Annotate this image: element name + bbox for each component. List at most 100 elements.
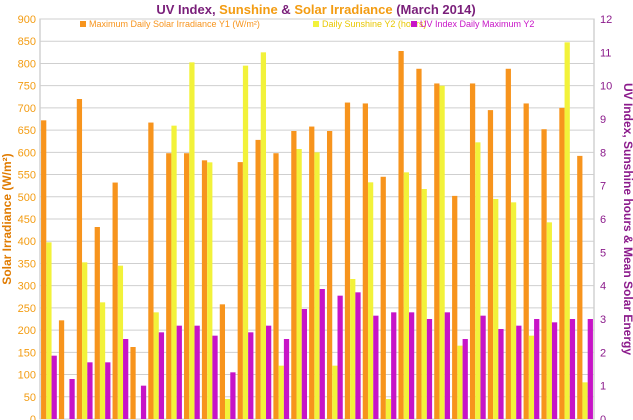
- bar: [398, 51, 404, 419]
- bar: [505, 68, 511, 420]
- legend-swatch: [411, 21, 417, 27]
- y-right-tick-label: 4: [600, 281, 606, 293]
- bar: [362, 103, 368, 419]
- bar: [569, 319, 576, 419]
- bar: [278, 365, 284, 419]
- bar: [87, 362, 93, 419]
- bar: [475, 142, 481, 420]
- y-left-tick-label: 250: [18, 303, 36, 315]
- y-left-tick-label: 200: [18, 325, 36, 337]
- bar: [69, 379, 75, 419]
- bar: [528, 335, 535, 419]
- bar: [559, 107, 565, 419]
- bar: [350, 279, 356, 419]
- bar: [408, 312, 415, 419]
- bar: [140, 385, 147, 419]
- chart-title-part: Solar Irradiance: [294, 2, 392, 17]
- chart-title-part: UV Index: [156, 2, 212, 17]
- bar: [421, 189, 427, 419]
- y-right-tick-label: 10: [600, 81, 612, 93]
- series-3-bars: [51, 289, 593, 419]
- bar: [99, 302, 106, 419]
- legend-swatch: [80, 21, 86, 27]
- bar: [355, 292, 361, 419]
- bar: [582, 382, 588, 419]
- bar: [444, 312, 450, 419]
- y-left-tick-label: 450: [18, 214, 36, 226]
- bar: [242, 65, 249, 420]
- y-right-tick-label: 12: [600, 14, 612, 26]
- y-left-tick-label: 500: [18, 192, 36, 204]
- chart-title-part: (March 2014): [393, 2, 476, 17]
- bar: [189, 62, 195, 419]
- chart-title-part: ,: [212, 2, 219, 17]
- y-left-tick-label: 650: [18, 125, 36, 137]
- y-left-tick-label: 0: [30, 414, 36, 420]
- bar: [123, 339, 129, 419]
- bar: [301, 309, 308, 419]
- y-left-tick-label: 700: [18, 103, 36, 115]
- bar: [201, 160, 208, 420]
- bar: [283, 339, 290, 419]
- bar: [82, 262, 88, 419]
- legend: Maximum Daily Solar Irradiance Y1 (W/m²)…: [80, 19, 534, 29]
- y-right-tick-label: 1: [600, 381, 606, 393]
- legend-label: UV Index Daily Maximum Y2: [420, 19, 534, 29]
- bar: [403, 172, 409, 419]
- legend-swatch: [313, 21, 319, 27]
- bar: [577, 155, 583, 419]
- bar: [248, 332, 254, 419]
- bar: [337, 295, 343, 419]
- bar: [41, 120, 47, 419]
- bar: [176, 325, 182, 419]
- y-right-tick-label: 0: [600, 414, 606, 420]
- bar: [326, 131, 333, 419]
- legend-label: Daily Sunshine Y2 (hours): [322, 19, 426, 29]
- y-right-tick-label: 9: [600, 114, 606, 126]
- bar: [207, 162, 213, 420]
- bar: [219, 304, 226, 419]
- bar: [319, 289, 325, 419]
- bar: [516, 325, 522, 419]
- bars: [41, 42, 593, 420]
- bar: [452, 195, 458, 419]
- bar: [457, 345, 463, 419]
- bar: [76, 99, 83, 419]
- y-left-tick-label: 900: [18, 14, 36, 26]
- bar: [158, 332, 165, 419]
- bar: [58, 320, 65, 419]
- bar: [551, 322, 558, 419]
- chart-title-part: &: [278, 2, 295, 17]
- bar: [117, 265, 124, 419]
- y-left-tick-label: 550: [18, 170, 36, 182]
- y-right-tick-label: 8: [600, 147, 606, 159]
- bar: [367, 182, 374, 419]
- y-left-tick-label: 750: [18, 81, 36, 93]
- y-right-tick-label: 6: [600, 214, 606, 226]
- y-right-tick-label: 7: [600, 181, 606, 193]
- bar: [434, 83, 440, 419]
- series-1-bars: [41, 51, 583, 420]
- y-left-tick-label: 50: [24, 392, 36, 404]
- bar: [184, 153, 190, 419]
- bar: [523, 103, 529, 419]
- bar: [439, 85, 445, 420]
- y-right-tick-label: 3: [600, 314, 606, 326]
- bar: [487, 110, 494, 419]
- bar: [51, 355, 57, 419]
- chart-title-part: Sunshine: [219, 2, 278, 17]
- y-left-tick-label: 800: [18, 58, 36, 70]
- bar: [153, 312, 159, 419]
- legend-label: Maximum Daily Solar Irradiance Y1 (W/m²): [89, 19, 260, 29]
- chart-title: UV Index, Sunshine & Solar Irradiance (M…: [156, 2, 475, 17]
- bar: [291, 131, 297, 419]
- bar: [237, 162, 243, 419]
- bar: [105, 362, 111, 419]
- bar: [480, 315, 486, 419]
- bar: [426, 319, 433, 419]
- bar: [94, 227, 100, 419]
- y-right-tick-label: 11: [600, 47, 611, 59]
- bar: [171, 125, 177, 420]
